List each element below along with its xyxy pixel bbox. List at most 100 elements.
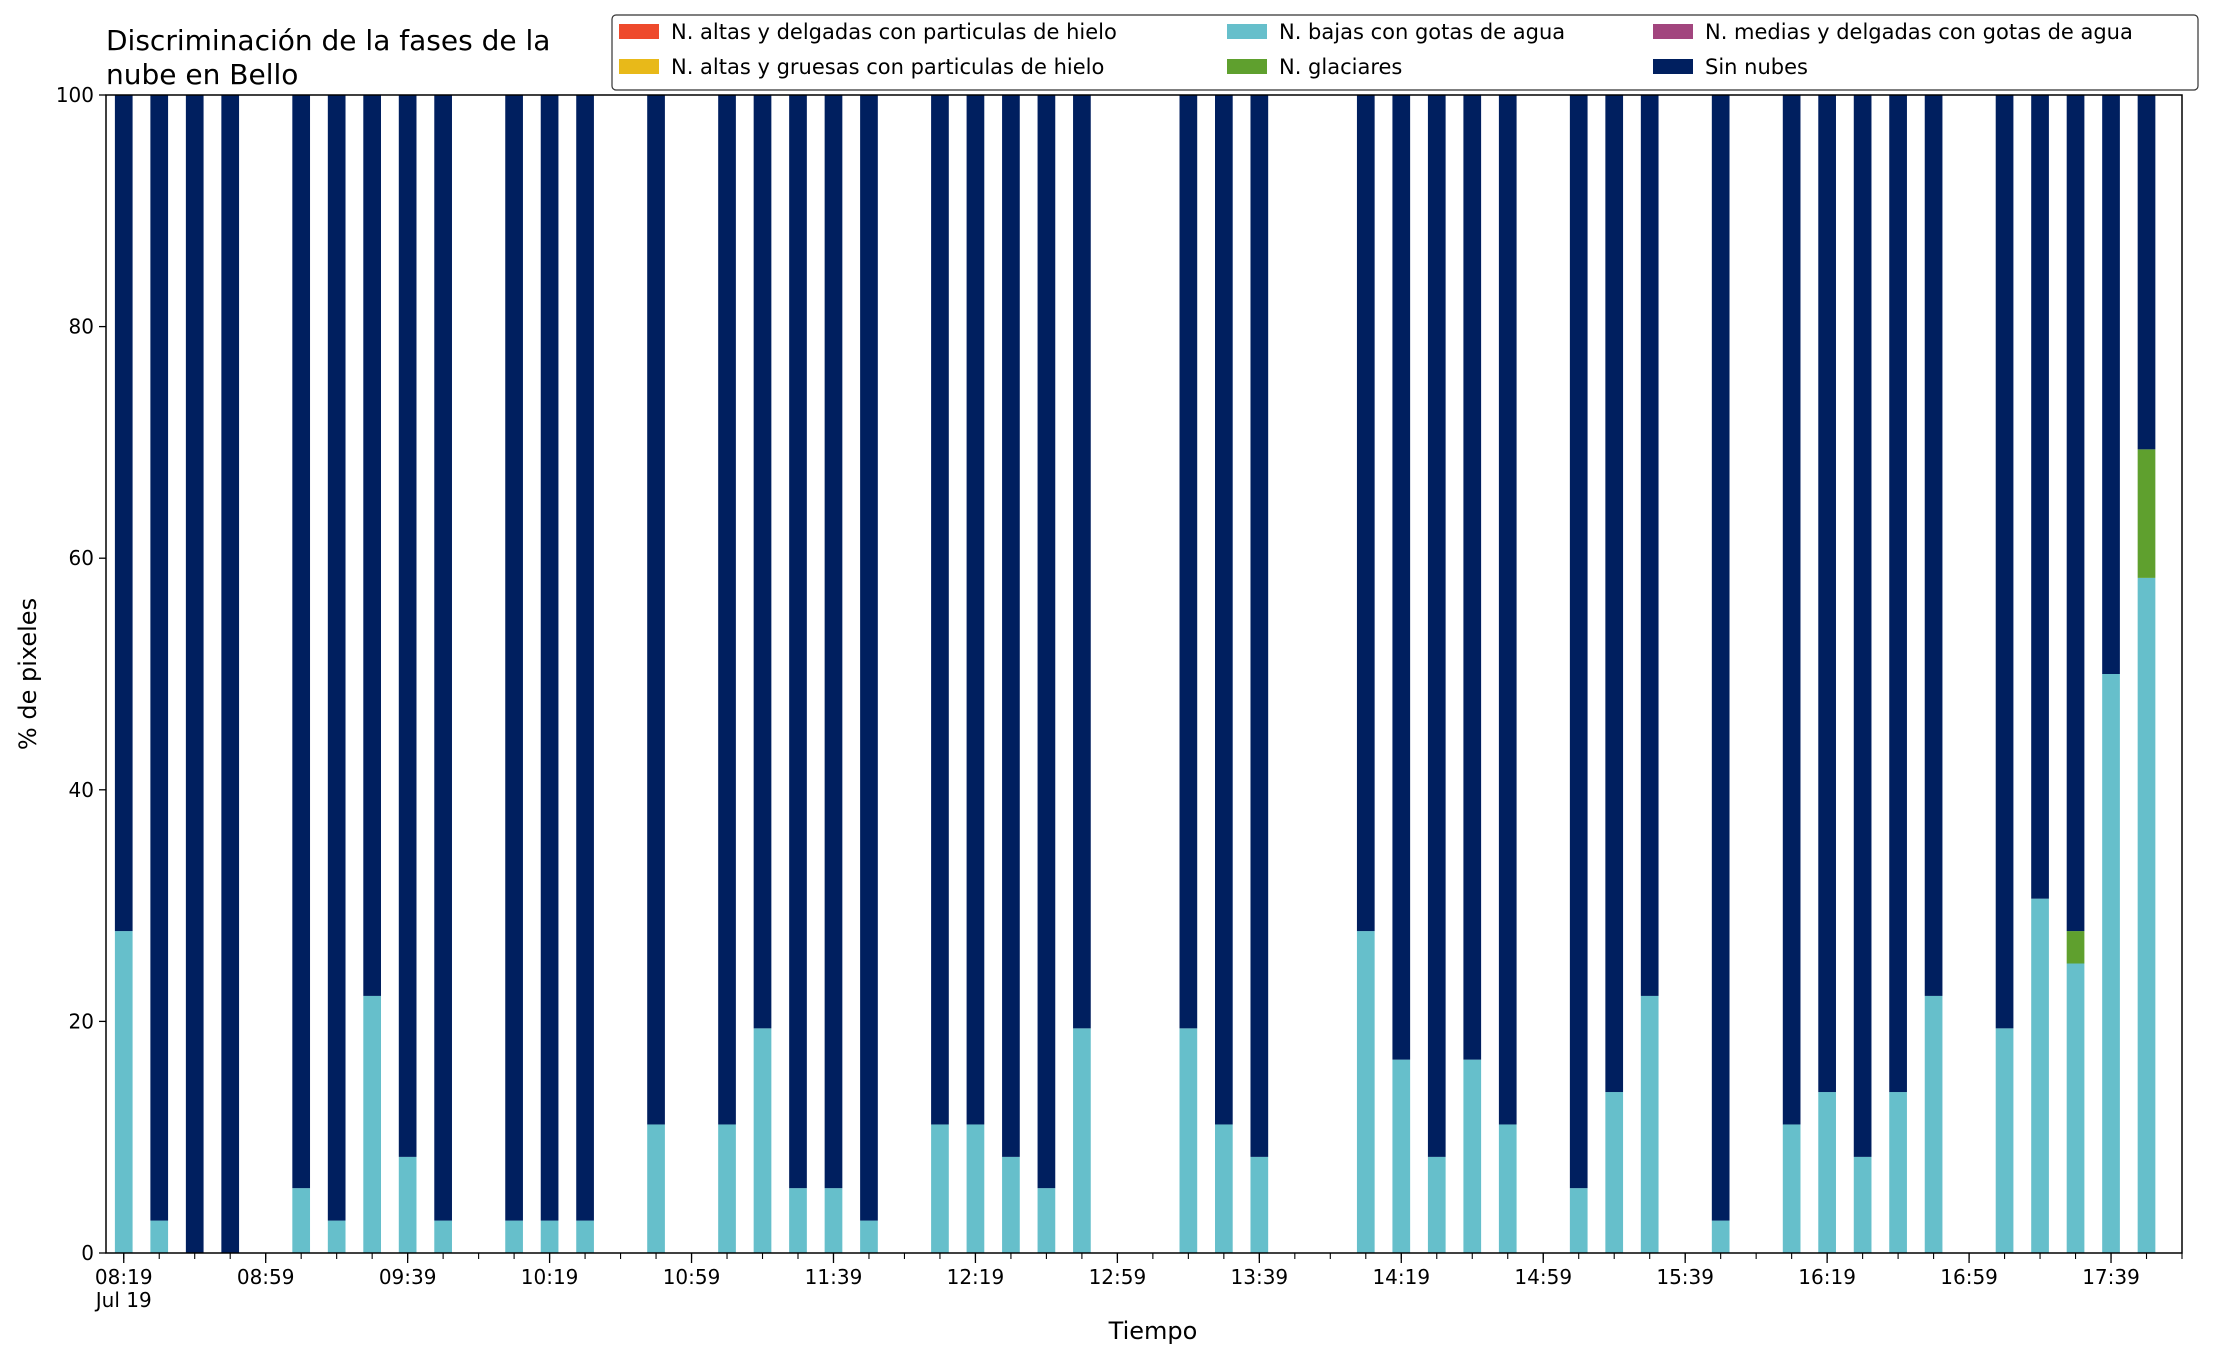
bar-1149-series-2 bbox=[860, 1220, 878, 1253]
bar-1219-series-2 bbox=[966, 1124, 985, 1253]
bar-1429-series-2 bbox=[1427, 1156, 1446, 1253]
bar-0829-series-5 bbox=[150, 95, 169, 1221]
y-tick-label-20: 20 bbox=[69, 1009, 94, 1033]
x-tick-label-1739: 17:39 bbox=[2082, 1265, 2140, 1289]
bar-1509-series-2 bbox=[1569, 1188, 1588, 1253]
bar-1439-series-2 bbox=[1463, 1059, 1482, 1253]
bar-1049-series-2 bbox=[647, 1124, 665, 1253]
legend-label-0: N. altas y delgadas con particulas de hi… bbox=[671, 20, 1117, 44]
bar-1519-series-2 bbox=[1605, 1092, 1624, 1253]
bar-1049-series-5 bbox=[647, 95, 665, 1125]
bar-1419-series-2 bbox=[1392, 1059, 1411, 1253]
bar-1609-series-2 bbox=[1782, 1124, 1801, 1253]
legend-box bbox=[611, 14, 2199, 91]
bar-1609-series-5 bbox=[1782, 95, 1801, 1125]
bar-0929-series-5 bbox=[363, 95, 381, 996]
bar-1019-series-2 bbox=[540, 1220, 559, 1253]
bar-1749-series-5 bbox=[2137, 95, 2156, 450]
bar-1339-series-2 bbox=[1250, 1156, 1269, 1253]
x-tick-label-1419: 14:19 bbox=[1372, 1265, 1430, 1289]
legend: N. altas y delgadas con particulas de hi… bbox=[611, 14, 2199, 91]
bar-1329-series-5 bbox=[1215, 95, 1233, 1125]
x-axis-label: Tiempo bbox=[1108, 1317, 1198, 1345]
bar-1709-series-5 bbox=[1995, 95, 2014, 1029]
y-axis: 0 20 40 60 80 100 bbox=[56, 83, 106, 1265]
x-tick-label-1619: 16:19 bbox=[1798, 1265, 1856, 1289]
x-tick-label-1339: 13:39 bbox=[1231, 1265, 1289, 1289]
bar-0909-series-2 bbox=[292, 1188, 311, 1253]
bar-1739-series-2 bbox=[2102, 674, 2120, 1253]
bar-1519-series-5 bbox=[1605, 95, 1624, 1093]
bar-1639-series-2 bbox=[1889, 1092, 1907, 1253]
x-tick-label-0819: 08:19 bbox=[95, 1265, 153, 1289]
bar-1249-series-2 bbox=[1073, 1028, 1091, 1253]
x-tick-label-0859: 08:59 bbox=[237, 1265, 295, 1289]
bar-1729-series-2 bbox=[2066, 963, 2085, 1253]
bar-0939-series-2 bbox=[398, 1156, 417, 1253]
bars bbox=[114, 95, 2156, 1253]
bar-1449-series-2 bbox=[1498, 1124, 1517, 1253]
bar-0839-series-5 bbox=[185, 95, 204, 1253]
legend-swatch-1 bbox=[619, 59, 659, 74]
bar-0829-series-2 bbox=[150, 1220, 169, 1253]
bar-1529-series-5 bbox=[1640, 95, 1659, 996]
bar-1549-series-2 bbox=[1711, 1220, 1730, 1253]
x-tick-label-1259: 12:59 bbox=[1089, 1265, 1147, 1289]
y-tick-label-80: 80 bbox=[69, 315, 94, 339]
bar-1139-series-5 bbox=[824, 95, 843, 1189]
bar-1029-series-5 bbox=[576, 95, 594, 1221]
legend-swatch-0 bbox=[619, 24, 659, 39]
x-tick-label-1059: 10:59 bbox=[663, 1265, 721, 1289]
bar-1439-series-5 bbox=[1463, 95, 1482, 1060]
bar-0819-series-2 bbox=[114, 931, 133, 1253]
bar-1549-series-5 bbox=[1711, 95, 1730, 1221]
bar-1649-series-5 bbox=[1924, 95, 1943, 996]
x-tick-label-1659: 16:59 bbox=[1940, 1265, 1998, 1289]
bar-1629-series-5 bbox=[1853, 95, 1872, 1157]
legend-swatch-2 bbox=[1227, 24, 1267, 39]
bar-1719-series-5 bbox=[2031, 95, 2049, 899]
legend-label-3: N. glaciares bbox=[1279, 55, 1402, 79]
bar-1249-series-5 bbox=[1073, 95, 1091, 1029]
bar-1239-series-5 bbox=[1037, 95, 1056, 1189]
bar-1229-series-2 bbox=[1002, 1156, 1020, 1253]
y-axis-label: % de pixeles bbox=[14, 598, 42, 750]
bar-1119-series-2 bbox=[753, 1028, 772, 1253]
bar-1409-series-2 bbox=[1356, 931, 1375, 1253]
bar-1619-series-2 bbox=[1818, 1092, 1836, 1253]
x-tick-label-1219: 12:19 bbox=[947, 1265, 1005, 1289]
bar-1009-series-5 bbox=[505, 95, 523, 1221]
x-tick-label-1459: 14:59 bbox=[1514, 1265, 1572, 1289]
bar-1209-series-2 bbox=[931, 1124, 949, 1253]
legend-swatch-4 bbox=[1653, 24, 1693, 39]
bar-1019-series-5 bbox=[540, 95, 559, 1221]
legend-label-5: Sin nubes bbox=[1705, 55, 1808, 79]
legend-swatch-5 bbox=[1653, 59, 1693, 74]
bar-1719-series-2 bbox=[2031, 898, 2049, 1253]
bar-1009-series-2 bbox=[505, 1220, 523, 1253]
bar-0939-series-5 bbox=[398, 95, 417, 1157]
bar-1119-series-5 bbox=[753, 95, 772, 1029]
x-tick-label-0939: 09:39 bbox=[379, 1265, 437, 1289]
bar-0919-series-5 bbox=[327, 95, 346, 1221]
plot-area-frame bbox=[105, 94, 2183, 1254]
bar-1749-series-2 bbox=[2137, 577, 2156, 1253]
bar-1739-series-5 bbox=[2102, 95, 2120, 674]
bar-1729-series-3 bbox=[2066, 931, 2085, 964]
bar-1449-series-5 bbox=[1498, 95, 1517, 1125]
bar-0849-series-5 bbox=[221, 95, 240, 1253]
x-tick-sublabel-date: Jul 19 bbox=[94, 1288, 152, 1312]
legend-label-4: N. medias y delgadas con gotas de agua bbox=[1705, 20, 2133, 44]
y-tick-label-40: 40 bbox=[69, 778, 94, 802]
bar-0949-series-2 bbox=[434, 1220, 452, 1253]
bar-1639-series-5 bbox=[1889, 95, 1907, 1093]
bar-1409-series-5 bbox=[1356, 95, 1375, 932]
y-tick-label-60: 60 bbox=[69, 546, 94, 570]
bar-0929-series-2 bbox=[363, 995, 381, 1253]
bar-0909-series-5 bbox=[292, 95, 311, 1189]
bar-1329-series-2 bbox=[1215, 1124, 1233, 1253]
bar-1419-series-5 bbox=[1392, 95, 1411, 1060]
bar-1429-series-5 bbox=[1427, 95, 1446, 1157]
